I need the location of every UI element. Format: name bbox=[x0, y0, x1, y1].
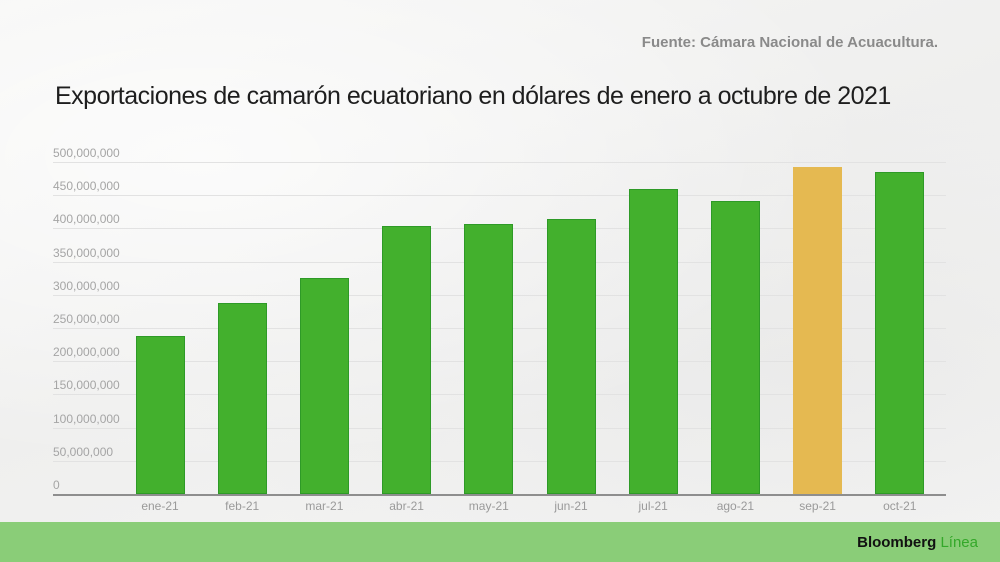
bar-mar-21 bbox=[299, 278, 349, 494]
bar-sep-21 bbox=[793, 167, 843, 494]
bar-abr-21 bbox=[382, 225, 432, 494]
bar-chart: 0 50,000,000 100,000,000 150,000,000 200,000… bbox=[53, 146, 946, 513]
x-tick-label: mar-21 bbox=[305, 499, 344, 513]
source-note: Fuente: Cámara Nacional de Acuacultura. bbox=[641, 34, 938, 51]
y-tick-label: 350,000,000 bbox=[53, 245, 120, 260]
x-tick-label: sep-21 bbox=[799, 499, 836, 513]
x-tick-label: ene-21 bbox=[141, 499, 179, 513]
bar-ago-21 bbox=[710, 201, 760, 494]
x-tick-label: may-21 bbox=[468, 499, 509, 513]
footer-bar: Bloomberg Línea bbox=[0, 522, 1000, 562]
brand-accent: Línea bbox=[940, 534, 978, 551]
x-tick-label: oct-21 bbox=[883, 499, 917, 513]
x-axis-line bbox=[53, 494, 946, 496]
gridline bbox=[53, 195, 946, 197]
y-tick-label: 300,000,000 bbox=[53, 278, 120, 293]
bar-oct-21 bbox=[875, 171, 925, 494]
x-tick-label: ago-21 bbox=[716, 499, 755, 513]
y-tick-label: 100,000,000 bbox=[53, 411, 120, 426]
x-tick-label: abr-21 bbox=[389, 499, 424, 513]
bar-jul-21 bbox=[628, 189, 678, 494]
y-tick-label: 400,000,000 bbox=[53, 212, 120, 227]
y-tick-label: 50,000,000 bbox=[53, 444, 114, 459]
x-tick-label: jul-21 bbox=[638, 499, 668, 513]
y-tick-label: 500,000,000 bbox=[53, 146, 120, 160]
gridline bbox=[53, 162, 946, 163]
chart-title: Exportaciones de camarón ecuatoriano en … bbox=[55, 82, 891, 110]
bar-ene-21 bbox=[135, 335, 185, 494]
x-tick-label: jun-21 bbox=[554, 499, 588, 513]
y-tick-label: 200,000,000 bbox=[53, 345, 120, 360]
y-tick-label: 0 bbox=[53, 478, 60, 492]
bar-feb-21 bbox=[217, 302, 267, 494]
y-tick-label: 250,000,000 bbox=[53, 312, 120, 326]
bar-may-21 bbox=[464, 223, 514, 494]
bar-jun-21 bbox=[546, 219, 596, 494]
x-tick-label: feb-21 bbox=[225, 499, 260, 513]
y-tick-label: 150,000,000 bbox=[53, 378, 120, 393]
brand-main: Bloomberg bbox=[857, 534, 937, 551]
y-tick-label: 450,000,000 bbox=[53, 179, 120, 194]
brand-logo: Bloomberg Línea bbox=[857, 534, 978, 551]
